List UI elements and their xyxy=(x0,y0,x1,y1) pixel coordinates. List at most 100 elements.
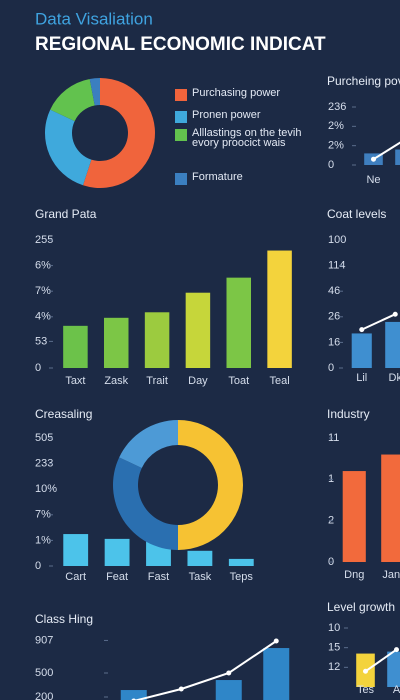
x-tick-label: A xyxy=(393,684,400,696)
y-tick-label: 0 xyxy=(328,362,334,374)
y-tick-label: 46 xyxy=(328,285,340,297)
y-tick-label: 7% xyxy=(35,285,51,297)
line xyxy=(364,648,398,673)
legend-swatch xyxy=(175,129,187,141)
x-tick-label: Feat xyxy=(106,571,128,583)
y-tick-label: 4% xyxy=(35,311,51,323)
bar xyxy=(267,250,292,368)
pie-slice xyxy=(44,109,92,186)
legend-swatch xyxy=(175,173,187,185)
y-tick-label: 907 xyxy=(35,634,53,646)
x-tick-label: Toat xyxy=(228,375,249,387)
y-tick-label: 10% xyxy=(35,483,57,495)
line-point xyxy=(226,670,232,676)
bar xyxy=(187,550,213,566)
y-tick-label: 255 xyxy=(35,234,53,246)
chart-title: Creasaling xyxy=(35,407,92,421)
bar xyxy=(120,690,147,700)
x-tick-label: Taxt xyxy=(65,375,85,387)
legend-label: Pronen power xyxy=(192,109,261,121)
legend-label: Formature xyxy=(192,171,243,183)
bar xyxy=(351,333,372,368)
x-tick-label: Tes xyxy=(357,684,375,696)
x-tick-label: Jant xyxy=(382,569,400,581)
y-tick-label: 500 xyxy=(35,667,53,679)
chart-title: Class Hing xyxy=(35,612,93,626)
bar xyxy=(387,651,400,687)
y-tick-label: 0 xyxy=(328,159,334,171)
line-point xyxy=(392,311,398,317)
title: REGIONAL ECONOMIC INDICAT xyxy=(35,34,326,55)
y-tick-label: 7% xyxy=(35,509,51,521)
line-point xyxy=(371,156,376,162)
y-tick-label: 6% xyxy=(35,260,51,272)
chart-title: Coat levels xyxy=(327,207,386,221)
x-tick-label: Teal xyxy=(269,375,289,387)
y-tick-label: 1% xyxy=(35,534,51,546)
x-tick-label: Day xyxy=(188,375,208,387)
chart-title: Purcheing pov xyxy=(327,74,400,88)
pie-slice xyxy=(50,78,95,122)
x-tick-label: Ne xyxy=(366,174,380,186)
x-tick-label: Dk xyxy=(389,372,400,384)
legend-label: Purchasing power xyxy=(192,87,281,99)
bar xyxy=(104,317,129,368)
bar xyxy=(228,558,254,566)
pie-slice xyxy=(113,457,178,550)
y-tick-label: 505 xyxy=(35,432,53,444)
y-tick-label: 100 xyxy=(328,234,346,246)
x-tick-label: Teps xyxy=(230,571,254,583)
line xyxy=(361,313,396,331)
bar xyxy=(144,312,170,368)
x-tick-label: Lil xyxy=(356,372,367,384)
chart-title: Grand Pata xyxy=(35,207,97,221)
x-tick-label: Cart xyxy=(65,571,86,583)
y-tick-label: 53 xyxy=(35,335,47,347)
line-point xyxy=(359,327,365,333)
bar xyxy=(226,277,251,368)
line-point xyxy=(273,638,279,644)
pie-slice xyxy=(178,420,243,550)
line xyxy=(372,141,400,161)
x-tick-label: Trait xyxy=(146,375,168,387)
pie-slice xyxy=(83,78,155,188)
legend-swatch xyxy=(175,89,187,101)
bar xyxy=(395,149,400,165)
y-tick-label: 114 xyxy=(328,260,346,272)
bar xyxy=(104,538,130,566)
y-tick-label: 26 xyxy=(328,311,340,323)
line-point xyxy=(394,647,399,653)
bar xyxy=(63,325,88,368)
y-tick-label: 10 xyxy=(328,622,340,634)
y-tick-label: 12 xyxy=(328,661,340,673)
subtitle: Data Visaliation xyxy=(35,9,153,28)
bar xyxy=(381,454,400,562)
pie-slice xyxy=(89,78,100,106)
x-tick-label: Zask xyxy=(104,375,128,387)
y-tick-label: 200 xyxy=(35,691,53,700)
y-tick-label: 236 xyxy=(328,101,346,113)
y-tick-label: 2% xyxy=(328,120,344,132)
y-tick-label: 0 xyxy=(35,560,41,572)
y-tick-label: 16 xyxy=(328,336,340,348)
line xyxy=(133,640,277,700)
y-tick-label: 15 xyxy=(328,642,340,654)
bar xyxy=(263,648,290,700)
chart-title: Industry xyxy=(327,407,370,421)
y-tick-label: 2% xyxy=(328,140,344,152)
bar xyxy=(385,321,400,368)
line-point xyxy=(178,686,184,692)
chart-title: Level growth xyxy=(327,600,395,614)
y-tick-label: 11 xyxy=(328,432,339,444)
x-tick-label: Task xyxy=(189,571,212,583)
x-tick-label: Dng xyxy=(344,569,364,581)
line-point xyxy=(363,668,368,674)
x-tick-label: Fast xyxy=(148,571,169,583)
legend-label: Alllastings on the tevih evory proocict … xyxy=(192,127,302,149)
bar xyxy=(215,680,242,700)
y-tick-label: 0 xyxy=(35,362,41,374)
bar xyxy=(185,292,211,368)
bar xyxy=(342,471,366,562)
